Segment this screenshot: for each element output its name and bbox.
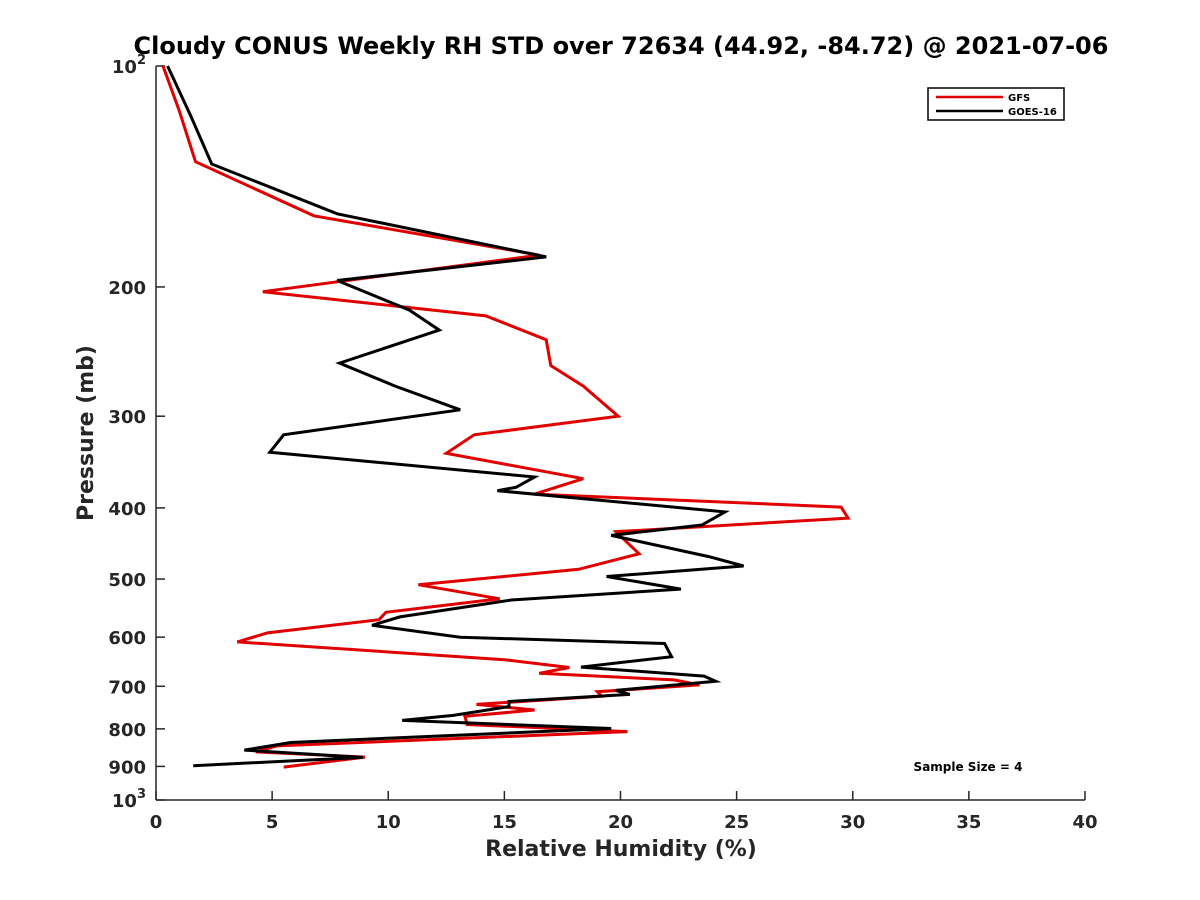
- legend-box: [927, 87, 1065, 121]
- plot-area: 0 5 10 15 20 25 30 35 40 102 200 300 400 500 600 700 80…: [108, 53, 1097, 833]
- y-tick-label: 400: [108, 499, 146, 520]
- y-tick-label: 500: [108, 570, 146, 591]
- legend-label-gfs: GFS: [1008, 93, 1030, 104]
- legend: GFS GOES-16: [927, 87, 1065, 121]
- y-tick-label: 300: [108, 407, 146, 428]
- y-tick-label: 103: [112, 787, 146, 812]
- x-tick-label: 5: [266, 812, 279, 833]
- x-tick-label: 0: [150, 812, 163, 833]
- x-tick-label: 10: [376, 812, 401, 833]
- chart-title: Cloudy CONUS Weekly RH STD over 72634 (4…: [134, 32, 1109, 60]
- x-ticks: 0 5 10 15 20 25 30 35 40: [150, 791, 1098, 833]
- x-tick-label: 20: [608, 812, 633, 833]
- x-tick-label: 35: [956, 812, 981, 833]
- y-ticks: 102 200 300 400 500 600 700 800 900 103: [108, 53, 165, 812]
- y-tick-label: 700: [108, 677, 146, 698]
- sample-size-annotation: Sample Size = 4: [914, 760, 1023, 774]
- legend-label-goes16: GOES-16: [1008, 107, 1057, 118]
- y-tick-label: 900: [108, 757, 146, 778]
- y-tick-label: 800: [108, 720, 146, 741]
- y-tick-label: 200: [108, 278, 146, 299]
- x-tick-label: 30: [840, 812, 865, 833]
- x-tick-label: 25: [724, 812, 749, 833]
- x-axis-label: Relative Humidity (%): [485, 837, 757, 862]
- series-lines: [161, 65, 851, 769]
- series-line-gfs: [161, 65, 851, 769]
- y-tick-label: 102: [112, 53, 146, 78]
- y-axis-label: Pressure (mb): [74, 345, 99, 521]
- x-tick-label: 15: [492, 812, 517, 833]
- y-tick-label: 600: [108, 628, 146, 649]
- x-tick-label: 40: [1072, 812, 1097, 833]
- series-line-goes16: [166, 65, 744, 768]
